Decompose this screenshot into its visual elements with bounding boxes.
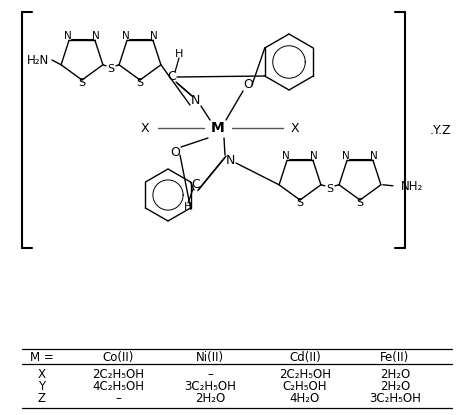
Text: H: H (175, 49, 183, 59)
Text: N: N (282, 151, 290, 161)
Text: N: N (64, 31, 72, 41)
Text: N: N (122, 31, 130, 41)
Text: Cd(II): Cd(II) (289, 351, 321, 364)
Text: 4H₂O: 4H₂O (290, 392, 320, 405)
Text: X: X (291, 122, 299, 134)
Text: C: C (191, 178, 201, 191)
Text: N: N (150, 31, 158, 41)
Text: H₂N: H₂N (27, 54, 49, 66)
Text: 3C₂H₅OH: 3C₂H₅OH (369, 392, 421, 405)
Text: Ni(II): Ni(II) (196, 351, 224, 364)
Text: H: H (184, 202, 192, 212)
Text: O: O (170, 146, 180, 159)
Text: N: N (191, 93, 200, 107)
Text: S: S (296, 198, 303, 208)
Text: S: S (137, 78, 144, 88)
Text: C₂H₅OH: C₂H₅OH (283, 380, 327, 393)
Text: N: N (225, 154, 235, 166)
Text: Z: Z (38, 392, 46, 405)
Text: Co(II): Co(II) (102, 351, 134, 364)
Text: N: N (342, 151, 350, 161)
Text: .Y.Z: .Y.Z (430, 124, 452, 137)
Text: NH₂: NH₂ (401, 180, 423, 193)
Text: N: N (310, 151, 318, 161)
Text: S: S (327, 184, 334, 194)
Text: S: S (108, 64, 115, 74)
Text: C: C (168, 71, 176, 83)
Text: N: N (92, 31, 100, 41)
Text: X: X (38, 368, 46, 381)
Text: 2C₂H₅OH: 2C₂H₅OH (279, 368, 331, 381)
Text: M: M (211, 121, 225, 135)
Text: 2H₂O: 2H₂O (195, 392, 225, 405)
Text: N: N (370, 151, 378, 161)
Text: M =: M = (30, 351, 54, 364)
Text: Y: Y (38, 380, 46, 393)
Text: –: – (207, 368, 213, 381)
Text: 3C₂H₅OH: 3C₂H₅OH (184, 380, 236, 393)
Text: O: O (243, 78, 253, 91)
Text: 4C₂H₅OH: 4C₂H₅OH (92, 380, 144, 393)
Text: Fe(II): Fe(II) (380, 351, 410, 364)
Text: 2H₂O: 2H₂O (380, 368, 410, 381)
Text: S: S (356, 198, 364, 208)
Text: 2H₂O: 2H₂O (380, 380, 410, 393)
Text: –: – (115, 392, 121, 405)
Text: 2C₂H₅OH: 2C₂H₅OH (92, 368, 144, 381)
Text: X: X (141, 122, 149, 134)
Text: S: S (78, 78, 86, 88)
